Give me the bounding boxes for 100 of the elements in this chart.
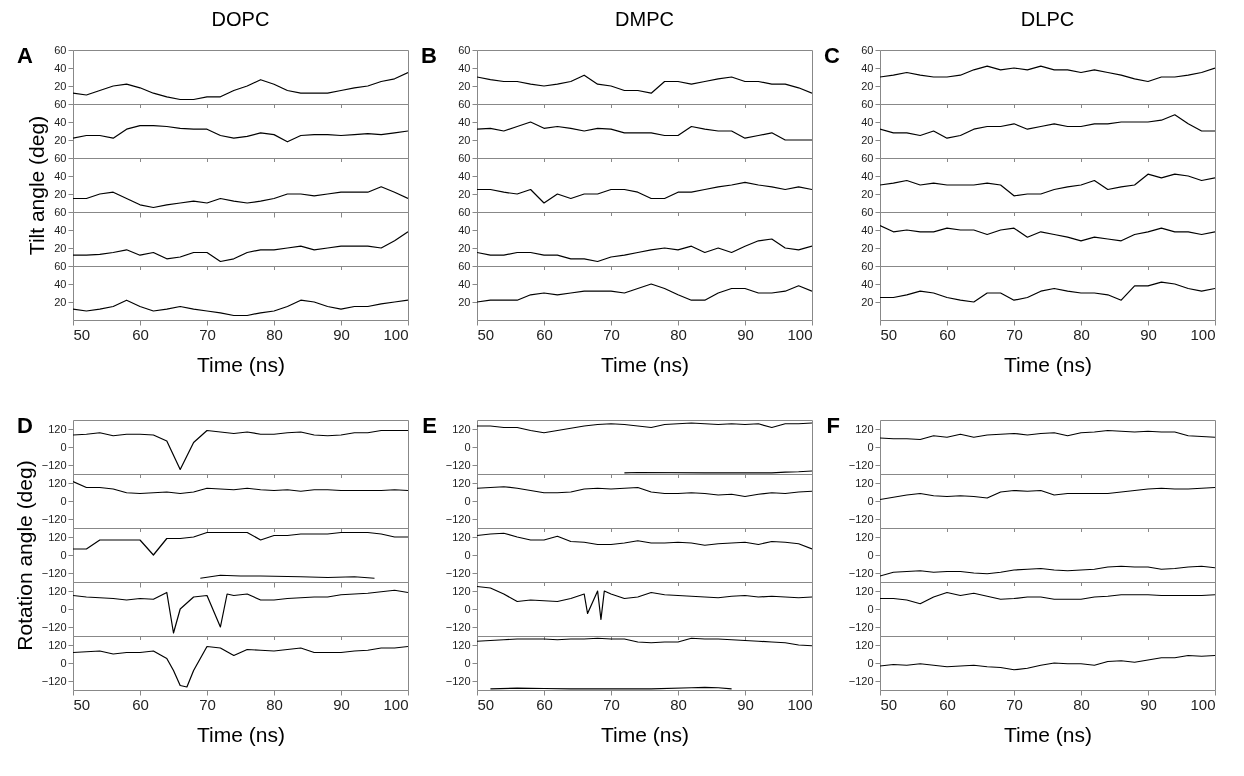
line-series bbox=[477, 532, 812, 550]
y-tick-label: 120 bbox=[855, 530, 874, 543]
x-tick-label: 100 bbox=[1190, 695, 1216, 713]
y-tick-label: 20 bbox=[458, 133, 471, 146]
x-tick-label: 100 bbox=[787, 695, 813, 713]
line-series bbox=[73, 429, 408, 471]
line-series bbox=[880, 565, 1215, 577]
y-tick-label: 120 bbox=[452, 584, 471, 597]
y-tick-label: −120 bbox=[445, 458, 471, 471]
line-series bbox=[477, 283, 812, 303]
y-tick-label: 60 bbox=[54, 259, 67, 272]
y-tick-label: 20 bbox=[54, 241, 67, 254]
line-series bbox=[880, 591, 1215, 605]
y-tick-label: 40 bbox=[458, 61, 471, 74]
y-tick-label: 20 bbox=[458, 295, 471, 308]
y-tick-label: −120 bbox=[445, 674, 471, 687]
y-tick-label: 40 bbox=[458, 169, 471, 182]
x-tick-label: 100 bbox=[383, 325, 409, 343]
text: A bbox=[17, 43, 34, 68]
x-tick-label: 80 bbox=[1073, 325, 1090, 343]
line-series bbox=[73, 645, 408, 688]
y-tick-label: −120 bbox=[41, 566, 67, 579]
x-tick-label: 70 bbox=[1006, 325, 1023, 343]
y-tick-label: 60 bbox=[54, 97, 67, 110]
x-tick-label: 70 bbox=[199, 695, 216, 713]
y-tick-label: 120 bbox=[452, 476, 471, 489]
y-tick-label: 0 bbox=[464, 494, 471, 507]
y-tick-label: 40 bbox=[861, 115, 874, 128]
x-axis-title: Time (ns) bbox=[197, 722, 285, 746]
text: B bbox=[421, 43, 437, 68]
x-tick-label: 60 bbox=[939, 695, 956, 713]
text: D bbox=[17, 413, 33, 438]
line-series bbox=[73, 299, 408, 317]
x-tick-label: 80 bbox=[266, 695, 283, 713]
y-tick-label: 20 bbox=[861, 133, 874, 146]
y-tick-label: 0 bbox=[464, 602, 471, 615]
y-tick-label: 40 bbox=[861, 169, 874, 182]
y-tick-label: −120 bbox=[41, 458, 67, 471]
x-tick-label: 50 bbox=[880, 325, 898, 343]
y-tick-label: 20 bbox=[458, 79, 471, 92]
y-tick-label: −120 bbox=[848, 566, 874, 579]
y-tick-label: 0 bbox=[464, 440, 471, 453]
y-tick-label: 60 bbox=[861, 43, 874, 56]
line-series bbox=[73, 231, 408, 263]
line-series bbox=[477, 74, 812, 94]
y-tick-label: 20 bbox=[54, 187, 67, 200]
y-tick-label: 120 bbox=[48, 638, 67, 651]
x-tick-label: 50 bbox=[880, 695, 898, 713]
line-series bbox=[477, 422, 812, 434]
x-tick-label: 100 bbox=[787, 325, 813, 343]
y-tick-label: 0 bbox=[867, 440, 874, 453]
y-tick-label: 120 bbox=[855, 476, 874, 489]
x-tick-label: 50 bbox=[477, 325, 495, 343]
line-series bbox=[73, 186, 408, 209]
y-tick-label: 60 bbox=[861, 151, 874, 164]
y-tick-label: 60 bbox=[861, 205, 874, 218]
y-tick-label: 120 bbox=[452, 638, 471, 651]
line-series bbox=[477, 238, 812, 263]
y-tick-label: 0 bbox=[60, 440, 67, 453]
x-tick-label: 60 bbox=[132, 325, 149, 343]
y-tick-label: −120 bbox=[848, 458, 874, 471]
text: F bbox=[826, 413, 840, 438]
x-tick-label: 50 bbox=[73, 325, 91, 343]
y-tick-label: −120 bbox=[848, 512, 874, 525]
y-tick-label: 40 bbox=[54, 169, 67, 182]
line-series bbox=[477, 637, 812, 647]
y-tick-label: −120 bbox=[41, 620, 67, 633]
y-tick-label: −120 bbox=[848, 674, 874, 687]
y-tick-label: 60 bbox=[458, 205, 471, 218]
y-tick-label: 20 bbox=[54, 133, 67, 146]
y-tick-label: 120 bbox=[48, 476, 67, 489]
x-tick-label: 80 bbox=[670, 325, 687, 343]
y-axis-title: Rotation angle (deg) bbox=[12, 460, 36, 651]
y-tick-label: 60 bbox=[458, 43, 471, 56]
line-series bbox=[477, 181, 812, 204]
y-tick-label: 20 bbox=[861, 187, 874, 200]
y-tick-label: −120 bbox=[445, 620, 471, 633]
line-series bbox=[73, 480, 408, 495]
text: E bbox=[422, 413, 437, 438]
y-tick-label: 20 bbox=[54, 295, 67, 308]
y-tick-label: 120 bbox=[855, 584, 874, 597]
line-series bbox=[880, 65, 1215, 83]
x-tick-label: 70 bbox=[603, 325, 620, 343]
x-tick-label: 100 bbox=[383, 695, 409, 713]
y-tick-label: −120 bbox=[41, 674, 67, 687]
y-tick-label: 60 bbox=[54, 43, 67, 56]
y-tick-label: 40 bbox=[458, 115, 471, 128]
line-series bbox=[73, 125, 408, 143]
y-tick-label: 40 bbox=[861, 277, 874, 290]
y-tick-label: 60 bbox=[54, 205, 67, 218]
chart-title: DOPC bbox=[211, 8, 270, 30]
y-tick-label: −120 bbox=[41, 512, 67, 525]
y-tick-label: 40 bbox=[54, 277, 67, 290]
line-series bbox=[880, 654, 1215, 671]
x-tick-label: 90 bbox=[333, 695, 350, 713]
y-tick-label: −120 bbox=[445, 512, 471, 525]
chart-title: DMPC bbox=[615, 8, 674, 30]
y-tick-label: 20 bbox=[458, 187, 471, 200]
x-tick-label: 50 bbox=[477, 695, 495, 713]
line-series bbox=[477, 121, 812, 141]
